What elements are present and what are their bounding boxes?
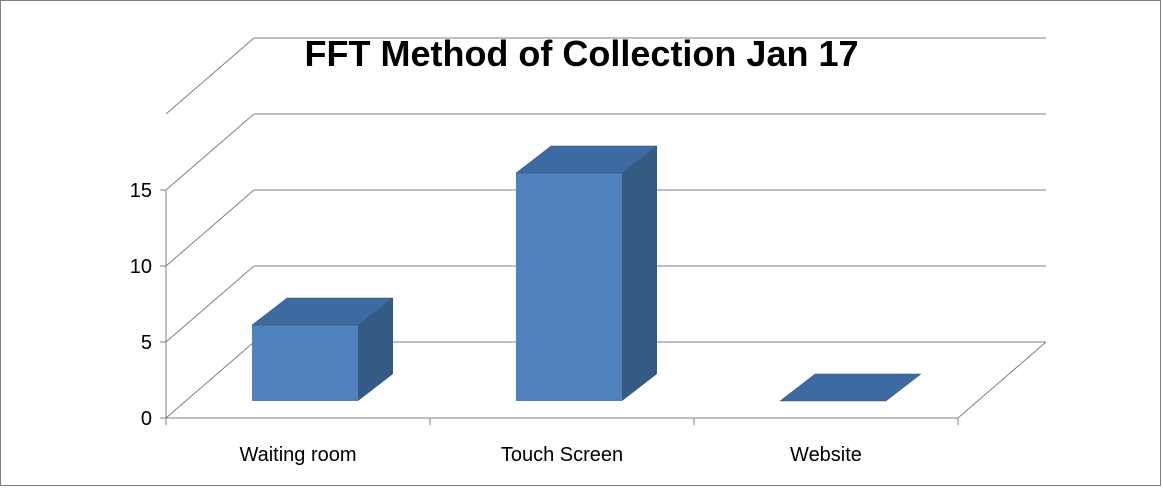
gridline-diagonal-4 bbox=[165, 37, 255, 115]
x-tick-label-0: Waiting room bbox=[239, 444, 356, 466]
gridline-diagonal-0 bbox=[165, 341, 255, 419]
bar-waiting-room bbox=[251, 297, 394, 401]
bar-top bbox=[515, 145, 658, 174]
axis-labels: 0 5 10 15 Waiting room Touch Screen Website bbox=[130, 180, 862, 466]
bar-front bbox=[252, 325, 358, 401]
y-tick-label-0: 0 bbox=[141, 408, 152, 430]
bar-side bbox=[358, 298, 393, 401]
bar-top bbox=[251, 297, 394, 326]
y-tick-label-1: 5 bbox=[141, 332, 152, 354]
floor-right-edge bbox=[957, 341, 1047, 419]
bar-website bbox=[779, 373, 922, 402]
bars bbox=[251, 145, 922, 402]
y-tick-label-3: 15 bbox=[130, 180, 152, 202]
axes bbox=[160, 189, 959, 425]
bar-side bbox=[622, 146, 657, 401]
bar-touch-screen bbox=[515, 145, 658, 401]
chart-title: FFT Method of Collection Jan 17 bbox=[304, 33, 859, 74]
bar-front bbox=[516, 173, 622, 401]
gridline-diagonal-1 bbox=[165, 265, 255, 343]
y-tick-label-2: 10 bbox=[130, 256, 152, 278]
x-tick-label-1: Touch Screen bbox=[501, 444, 623, 466]
gridline-diagonal-3 bbox=[165, 113, 255, 191]
bar-top bbox=[779, 373, 922, 402]
gridline-diagonal-2 bbox=[165, 189, 255, 267]
x-tick-label-2: Website bbox=[790, 444, 862, 466]
